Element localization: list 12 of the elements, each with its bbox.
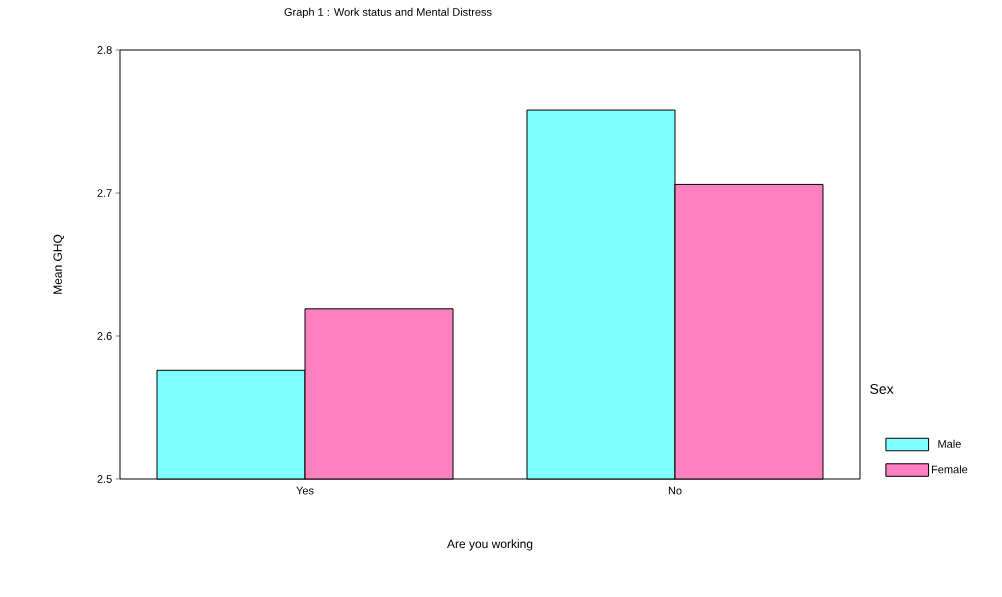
y-tick-label: 2.8: [97, 46, 112, 54]
y-tick-label: 2.7: [97, 189, 112, 197]
x-tick-label: Yes: [296, 486, 314, 495]
legend-title: Sex: [870, 384, 894, 394]
y-tick-label: 2.5: [97, 475, 112, 483]
legend-label: Male: [938, 439, 961, 448]
y-axis-title: Mean GHQ: [53, 234, 65, 294]
legend-label: Female: [931, 465, 968, 474]
y-tick-label: 2.6: [97, 332, 112, 340]
chart-title: Graph 1 : Work status and Mental Distress: [284, 7, 492, 19]
x-axis-title: Are you working: [447, 539, 533, 551]
x-tick-label: No: [668, 486, 682, 495]
